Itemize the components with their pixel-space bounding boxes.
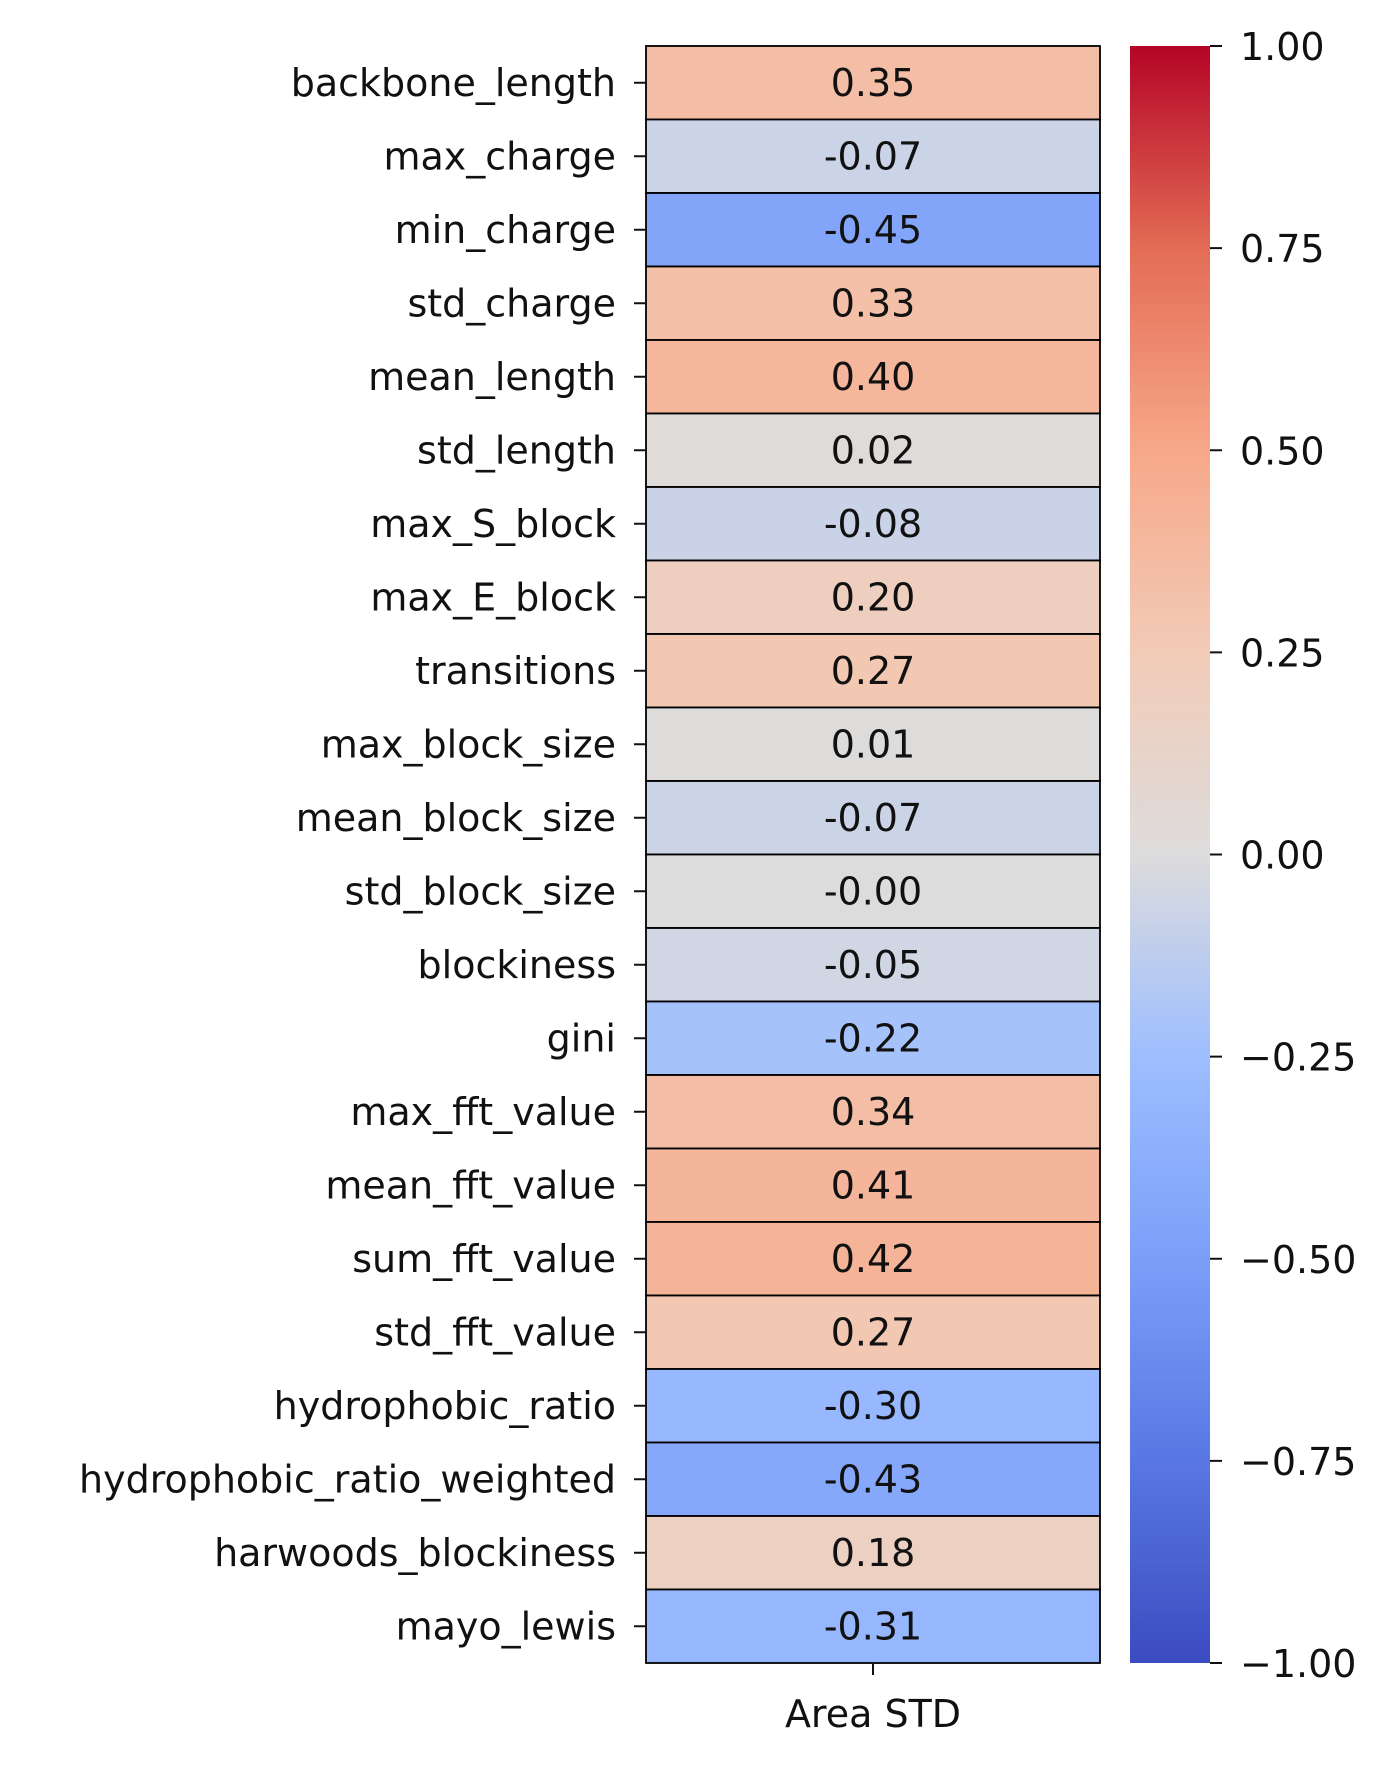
cell-value-label: 0.35	[831, 61, 916, 105]
column-axis: Area STD	[785, 1663, 961, 1736]
row-label: blockiness	[418, 943, 616, 987]
colorbar-tick-label: −1.00	[1240, 1642, 1356, 1686]
row-label: harwoods_blockiness	[214, 1531, 616, 1575]
row-label: max_charge	[383, 134, 616, 178]
cell-value-label: -0.00	[824, 869, 922, 913]
heatmap-cell	[645, 1515, 1101, 1591]
cell-value-label: 0.42	[831, 1237, 916, 1281]
colorbar-gradient	[1130, 46, 1210, 1663]
cell-value-label: 0.27	[831, 649, 916, 693]
row-labels: backbone_length max_charge min_charge std_c…	[79, 61, 616, 1649]
row-label: max_S_block	[370, 502, 616, 546]
cell-value-label: -0.07	[824, 796, 922, 840]
row-label: std_fft_value	[374, 1310, 616, 1354]
cell-value-label: -0.05	[824, 943, 922, 987]
cell-value-label: 0.27	[831, 1310, 916, 1354]
row-label: hydrophobic_ratio	[274, 1384, 616, 1428]
heatmap-cell	[645, 853, 1101, 929]
cell-value-label: 0.20	[831, 575, 916, 619]
heatmap-cells: 0.35 -0.07 -0.45 0.33 0.40 0.02 -0.08 0.20 0.27 0…	[645, 45, 1101, 1664]
row-label: transitions	[415, 649, 616, 693]
colorbar-tick-label: −0.25	[1240, 1036, 1356, 1080]
column-label: Area STD	[785, 1692, 961, 1736]
colorbar-tick-label: −0.75	[1240, 1440, 1356, 1484]
heatmap-cell	[645, 118, 1101, 194]
colorbar-tick-label: 0.75	[1240, 227, 1325, 271]
cell-value-label: 0.40	[831, 355, 916, 399]
heatmap-cell	[645, 1074, 1101, 1150]
row-label: hydrophobic_ratio_weighted	[79, 1457, 616, 1501]
cell-value-label: -0.30	[824, 1384, 922, 1428]
row-label: backbone_length	[291, 61, 616, 105]
heatmap-cell	[645, 1000, 1101, 1076]
cell-value-label: -0.22	[824, 1016, 922, 1060]
row-label: std_length	[417, 428, 616, 472]
cell-value-label: 0.33	[831, 281, 916, 325]
heatmap-cell	[645, 706, 1101, 782]
row-label: min_charge	[395, 208, 616, 252]
row-label: std_charge	[407, 281, 616, 325]
row-label: std_block_size	[345, 869, 616, 913]
heatmap-cell	[645, 1368, 1101, 1444]
colorbar-tick-label: 0.00	[1240, 834, 1325, 878]
row-label: sum_fft_value	[352, 1237, 616, 1281]
cell-value-label: 0.34	[831, 1090, 916, 1134]
colorbar-tick-label: 1.00	[1240, 25, 1325, 69]
colorbar-tick-label: 0.25	[1240, 631, 1325, 675]
colorbar-tick-label: 0.50	[1240, 429, 1325, 473]
colorbar-tick-label: −0.50	[1240, 1238, 1356, 1282]
cell-value-label: -0.08	[824, 502, 922, 546]
row-label: gini	[547, 1016, 616, 1060]
heatmap-cell	[645, 192, 1101, 268]
row-label: max_E_block	[370, 575, 616, 619]
row-tick-marks	[634, 81, 646, 1628]
cell-value-label: 0.01	[831, 722, 916, 766]
cell-value-label: 0.41	[831, 1163, 916, 1207]
colorbar: 1.00 0.75 0.50 0.25 0.00 −0.25 −0.50 −0.75 −1.00	[1130, 25, 1356, 1686]
cell-value-label: -0.07	[824, 134, 922, 178]
row-label: max_fft_value	[350, 1090, 616, 1134]
cell-value-label: -0.43	[824, 1457, 922, 1501]
heatmap-cell	[645, 412, 1101, 488]
cell-value-label: -0.45	[824, 208, 922, 252]
row-label: max_block_size	[321, 722, 616, 766]
heatmap-cell	[645, 265, 1101, 341]
row-label: mean_fft_value	[325, 1163, 616, 1207]
row-label: mean_length	[368, 355, 616, 399]
heatmap-cell	[645, 780, 1101, 856]
heatmap-cell	[645, 45, 1101, 121]
heatmap-cell	[645, 1441, 1101, 1517]
heatmap-cell	[645, 1588, 1101, 1664]
cell-value-label: -0.31	[824, 1604, 922, 1648]
cell-value-label: 0.18	[831, 1531, 916, 1575]
row-label: mayo_lewis	[396, 1604, 616, 1648]
cell-value-label: 0.02	[831, 428, 916, 472]
row-label: mean_block_size	[296, 796, 616, 840]
